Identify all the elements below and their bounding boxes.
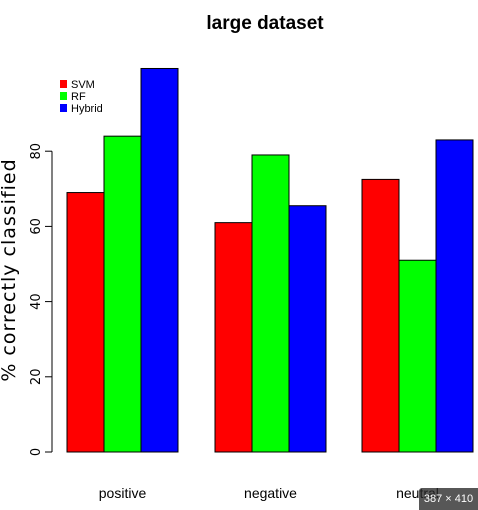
chart-title: large dataset <box>206 13 324 34</box>
bar-svm-neutral <box>361 178 400 453</box>
legend-swatch-hybrid <box>60 104 67 112</box>
bar-hybrid-negative <box>288 205 327 453</box>
y-tick-label: 0 <box>29 448 44 456</box>
y-tick-label: 60 <box>29 218 44 235</box>
bar-svm-positive <box>66 192 105 453</box>
category-label: positive <box>99 485 147 501</box>
bar-rf-positive <box>103 135 142 453</box>
y-tick-label: 80 <box>29 143 44 160</box>
legend-label: SVM <box>71 79 95 91</box>
legend-label: Hybrid <box>71 103 103 115</box>
category-label: negative <box>244 485 297 501</box>
bar-hybrid-neutral <box>435 139 474 453</box>
legend-label: RF <box>71 91 86 103</box>
y-axis-label: % correctly classified <box>0 158 20 381</box>
bars-group <box>66 67 474 453</box>
y-tick-label: 40 <box>29 293 44 310</box>
legend-swatch-svm <box>60 80 67 88</box>
image-size-badge: 387 × 410 <box>419 488 478 510</box>
bar-rf-negative <box>251 154 290 453</box>
category-labels: positive negative neutral <box>99 485 439 501</box>
bar-hybrid-positive <box>140 67 179 453</box>
bar-rf-neutral <box>398 259 437 453</box>
y-tick-label: 20 <box>29 369 44 386</box>
y-axis: 0 20 40 60 80 <box>29 143 53 456</box>
legend-swatch-rf <box>60 92 67 100</box>
bar-svm-negative <box>214 222 253 453</box>
